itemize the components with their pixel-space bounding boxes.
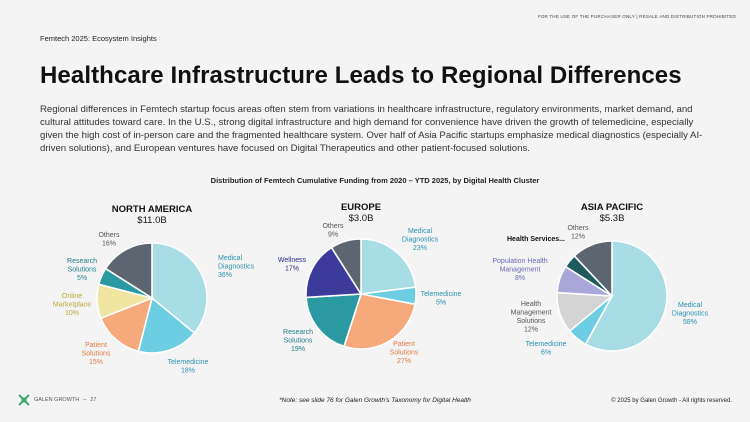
slice-label: Wellness 17% [278,257,307,273]
slice-label: Medical Diagnostics 58% [672,302,709,326]
pie-europe: EUROPE$3.0B Medical Diagnostics 23% Telemedi… [278,202,462,365]
page-number: 27 [90,397,97,403]
galen-growth-logo-icon [18,394,30,406]
region-heading: EUROPE [341,202,381,213]
pie-slice-others [330,238,362,297]
pie-north-america: NORTH AMERICA$11.0B Medical Diagnostics 36%… [53,204,255,375]
slice-label: Patient Solutions 27% [390,341,419,365]
kicker: Femtech 2025: Ecosystem Insights [40,34,157,43]
pie-slice-patient-solutions [342,293,416,350]
chart-title: Distribution of Femtech Cumulative Fundi… [210,176,540,185]
page-title: Healthcare Infrastructure Leads to Regio… [40,62,682,89]
region-heading: NORTH AMERICA [112,204,193,215]
pie-slice-research-solutions [305,293,363,348]
pie-slice-medical-diagnostics [584,240,668,352]
pie-slice-medical-diagnostics [360,238,417,295]
footnote: *Note: see slide 76 for Galen Growth's T… [279,397,471,404]
slice-label: Others 12% [567,225,589,241]
brand-name: GALEN GROWTH [34,397,80,403]
region-total: $5.3B [600,213,625,224]
footer-brand: GALEN GROWTH – 27 [18,394,96,406]
slice-label: Population Health Management 8% [492,258,547,282]
pie-slice-wellness [305,246,363,299]
slice-label: Research Solutions 5% [67,258,97,282]
slice-label: Others 16% [98,232,120,248]
slice-label: Medical Diagnostics 36% [218,255,255,279]
body-text: Regional differences in Femtech startup … [40,104,703,154]
pie-asia-pacific: ASIA PACIFIC$5.3B Medical Diagnostics 58% Te… [492,202,708,357]
disclaimer: FOR THE USE OF THE PURCHASER ONLY | RESA… [537,14,736,19]
slice-label: Online Marketplace 10% [53,293,91,317]
pie-slice-others [104,242,153,300]
pie-slice-others [573,240,613,299]
slice-label: Medical Diagnostics 23% [402,228,439,252]
pie-slice-patient-solutions [99,296,154,353]
page-sep: – [83,397,87,403]
slice-label: Health Management Solutions 12% [511,301,552,334]
region-total: $3.0B [349,213,374,224]
slice-label: Telemedicine 18% [168,359,209,375]
pie-slice-medical-diagnostics [151,242,208,335]
slice-label: Research Solutions 19% [283,329,313,353]
region-heading: ASIA PACIFIC [581,202,643,213]
slice-label: Health Services... [507,236,565,243]
slice-label: Others 9% [322,223,344,239]
slice-label: Telemedicine 5% [421,291,462,307]
copyright: © 2025 by Galen Growth - All rights rese… [611,398,732,404]
slice-label: Telemedicine 6% [526,341,567,357]
pie-slice-telemedicine [137,296,196,354]
region-total: $11.0B [137,215,166,226]
slice-label: Patient Solutions 15% [82,342,111,366]
